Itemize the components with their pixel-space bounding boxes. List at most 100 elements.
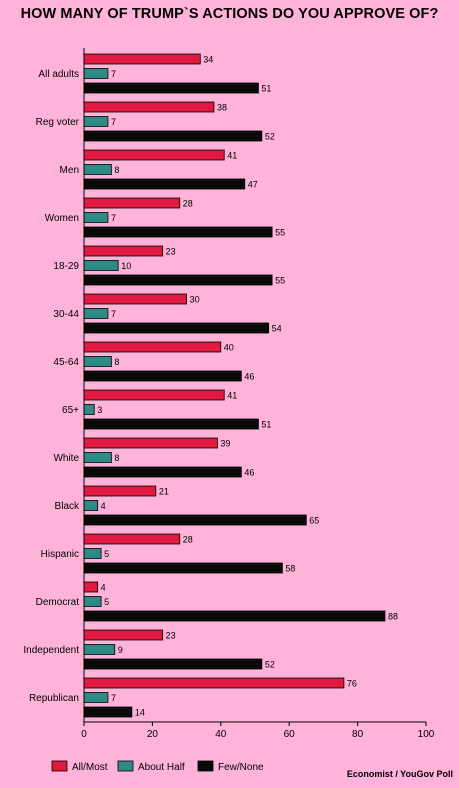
bar-about-half-30-44 (83, 308, 109, 319)
bar-few-none-18-29 (83, 274, 273, 286)
bar-all-most-all-adults (83, 53, 201, 65)
source-note: Economist / YouGov Poll (346, 769, 453, 779)
legend-label-few-none: Few/None (218, 762, 264, 773)
bar-all-most-women (83, 197, 181, 209)
bar-few-none-women (83, 226, 273, 238)
bar-all-most-independent (83, 629, 164, 641)
category-label-women: Women (45, 213, 79, 224)
bar-about-half-all-adults (83, 68, 109, 79)
value-label-few-none-18-29: 55 (275, 276, 285, 286)
value-label-about-half-democrat: 5 (104, 597, 109, 607)
chart-title: HOW MANY OF TRUMP`S ACTIONS DO YOU APPRO… (20, 6, 439, 22)
x-axis: 0 20 40 60 80 100 (81, 48, 435, 740)
value-label-all-most-45-64: 40 (224, 343, 234, 353)
value-label-few-none-reg-voter: 52 (265, 132, 275, 142)
bar-about-half-black (83, 500, 99, 511)
value-label-about-half-65: 3 (97, 405, 102, 415)
bar-about-half-women (83, 212, 109, 223)
bar-all-most-democrat (83, 581, 99, 593)
value-label-all-most-men: 41 (227, 151, 237, 161)
value-label-few-none-white: 46 (244, 468, 254, 478)
bar-few-none-independent (83, 658, 263, 670)
legend: All/Most About Half Few/None (51, 760, 264, 773)
value-label-about-half-women: 7 (111, 213, 116, 223)
bar-all-most-republican (83, 677, 345, 689)
category-label-30-44: 30-44 (53, 309, 79, 320)
value-label-about-half-30-44: 7 (111, 309, 116, 319)
value-label-all-most-democrat: 4 (101, 583, 106, 593)
bar-few-none-45-64 (83, 370, 242, 382)
bar-about-half-white (83, 452, 112, 463)
bar-all-most-45-64 (83, 341, 222, 353)
category-label-hispanic: Hispanic (41, 549, 79, 560)
value-label-all-most-black: 21 (159, 487, 169, 497)
bar-all-most-65 (83, 389, 225, 401)
value-label-few-none-democrat: 88 (388, 612, 398, 622)
value-label-few-none-men: 47 (248, 180, 258, 190)
category-label-45-64: 45-64 (53, 357, 79, 368)
value-label-all-most-independent: 23 (166, 631, 176, 641)
bar-all-most-white (83, 437, 218, 449)
category-label-black: Black (55, 501, 80, 512)
bar-about-half-65 (83, 404, 95, 415)
bar-about-half-reg-voter (83, 116, 109, 127)
value-label-about-half-45-64: 8 (114, 357, 119, 367)
bar-few-none-democrat (83, 610, 386, 622)
value-label-about-half-reg-voter: 7 (111, 117, 116, 127)
value-label-about-half-republican: 7 (111, 693, 116, 703)
value-label-all-most-65: 41 (227, 391, 237, 401)
bar-all-most-18-29 (83, 245, 164, 257)
legend-swatch-about-half (117, 760, 134, 772)
value-label-few-none-black: 65 (309, 516, 319, 526)
bar-all-most-30-44 (83, 293, 187, 305)
value-label-about-half-men: 8 (114, 165, 119, 175)
value-label-about-half-all-adults: 7 (111, 69, 116, 79)
value-label-few-none-30-44: 54 (272, 324, 282, 334)
bar-few-none-men (83, 178, 246, 190)
x-tick-label-0: 0 (81, 729, 87, 740)
value-label-all-most-30-44: 30 (190, 295, 200, 305)
bar-about-half-men (83, 164, 112, 175)
x-tick-label-20: 20 (147, 729, 159, 740)
x-tick-label-80: 80 (352, 729, 364, 740)
value-label-all-most-white: 39 (220, 439, 230, 449)
value-label-all-most-reg-voter: 38 (217, 103, 227, 113)
value-label-about-half-18-29: 10 (121, 261, 131, 271)
category-label-men: Men (60, 165, 79, 176)
bar-few-none-all-adults (83, 82, 259, 94)
value-label-few-none-women: 55 (275, 228, 285, 238)
value-label-all-most-women: 28 (183, 199, 193, 209)
value-label-about-half-independent: 9 (118, 645, 123, 655)
x-tick-label-100: 100 (418, 729, 435, 740)
bar-few-none-65 (83, 418, 259, 430)
bar-all-most-reg-voter (83, 101, 215, 113)
bar-few-none-hispanic (83, 562, 283, 574)
value-label-few-none-all-adults: 51 (261, 84, 271, 94)
value-label-few-none-65: 51 (261, 420, 271, 430)
bars-group (83, 53, 386, 718)
value-label-few-none-45-64: 46 (244, 372, 254, 382)
legend-swatch-few-none (197, 760, 214, 772)
value-label-about-half-black: 4 (101, 501, 106, 511)
category-labels: All adults Reg voter Men Women 18-29 30-44 45-… (23, 69, 80, 704)
x-tick-label-40: 40 (215, 729, 227, 740)
category-label-reg-voter: Reg voter (36, 117, 80, 128)
value-label-all-most-all-adults: 34 (203, 55, 213, 65)
bar-few-none-reg-voter (83, 130, 263, 142)
bar-all-most-hispanic (83, 533, 181, 545)
bar-about-half-democrat (83, 596, 102, 607)
bar-few-none-white (83, 466, 242, 478)
bar-about-half-18-29 (83, 260, 119, 271)
bar-about-half-independent (83, 644, 116, 655)
category-label-democrat: Democrat (36, 597, 80, 608)
value-label-few-none-independent: 52 (265, 660, 275, 670)
value-label-all-most-republican: 76 (347, 679, 357, 689)
category-label-white: White (53, 453, 79, 464)
value-label-about-half-white: 8 (114, 453, 119, 463)
bar-about-half-45-64 (83, 356, 112, 367)
category-label-independent: Independent (23, 645, 79, 656)
x-tick-label-60: 60 (284, 729, 296, 740)
value-label-few-none-hispanic: 58 (285, 564, 295, 574)
bar-all-most-men (83, 149, 225, 161)
